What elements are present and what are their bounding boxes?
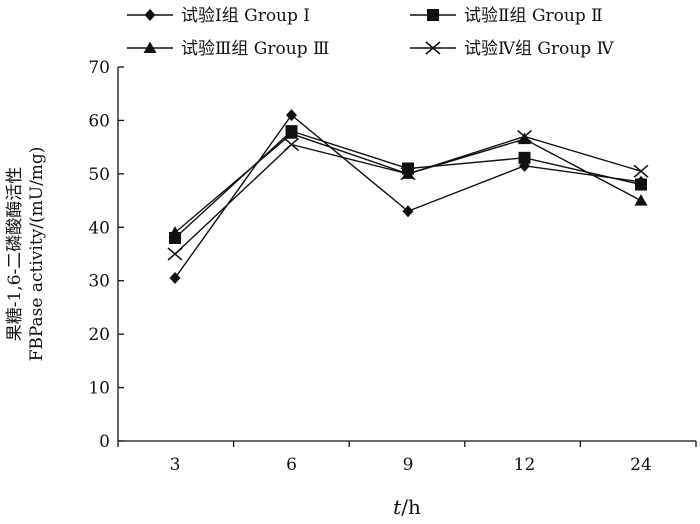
y-tick-label: 30 xyxy=(88,272,110,292)
legend-label: 试验Ⅰ组 Group Ⅰ xyxy=(181,6,310,26)
series-4-point xyxy=(167,247,183,261)
series-4-point xyxy=(517,129,532,144)
series-4-point-stroke-b xyxy=(284,137,299,152)
x-tick-label: 12 xyxy=(514,455,536,475)
series-1-line xyxy=(174,114,642,279)
y-tick-label: 50 xyxy=(88,165,110,185)
legend-item-3: 试验Ⅲ组 Group Ⅲ xyxy=(127,39,329,59)
legend: 试验Ⅰ组 Group Ⅰ 试验Ⅱ组 Group Ⅱ 试验Ⅲ组 Group Ⅲ 试验Ⅳ组… xyxy=(127,6,615,59)
series-4-line xyxy=(174,135,642,255)
y-ticks: 0 10 20 30 40 50 60 70 xyxy=(88,58,124,452)
series-4-point-stroke-b xyxy=(517,129,532,144)
x-tick-label: 6 xyxy=(286,455,297,475)
series-4-point-stroke-b xyxy=(400,167,416,181)
legend-label: 试验Ⅲ组 Group Ⅲ xyxy=(181,39,329,59)
legend-swatch-marker xyxy=(144,9,156,21)
legend-swatch-marker xyxy=(143,41,157,53)
axes xyxy=(117,67,696,442)
y-tick-label: 20 xyxy=(88,325,110,345)
x-ticks: 3 6 9 12 24 xyxy=(117,441,697,475)
series-1-point xyxy=(402,205,414,218)
series-4-point-stroke-b xyxy=(633,164,649,178)
y-axis-label-cn: 果糖-1,6-二磷酸酶活性 xyxy=(5,167,25,342)
series-layer xyxy=(167,109,649,285)
series-3 xyxy=(168,127,648,238)
series-4 xyxy=(167,129,649,261)
series-2 xyxy=(169,125,647,244)
legend-item-1: 试验Ⅰ组 Group Ⅰ xyxy=(127,6,310,26)
x-tick-label: 3 xyxy=(170,455,181,475)
series-1 xyxy=(169,109,647,285)
legend-swatch-marker xyxy=(425,41,441,55)
series-4-point-stroke-b xyxy=(167,247,183,261)
series-1-point xyxy=(286,109,297,122)
series-1-point xyxy=(169,272,181,285)
y-tick-label: 0 xyxy=(99,432,110,452)
y-tick-label: 10 xyxy=(88,379,110,399)
legend-item-4: 试验Ⅳ组 Group Ⅳ xyxy=(410,39,615,59)
series-4-point xyxy=(633,164,649,178)
x-axis-label: t/h xyxy=(393,495,421,519)
y-tick-label: 70 xyxy=(88,58,110,78)
series-2-point xyxy=(635,178,647,191)
legend-swatch-marker xyxy=(427,9,439,21)
y-tick-label: 40 xyxy=(88,218,110,238)
legend-item-2: 试验Ⅱ组 Group Ⅱ xyxy=(410,6,603,26)
x-tick-label: 24 xyxy=(630,455,652,475)
series-4-point xyxy=(400,167,416,181)
series-3-point xyxy=(634,194,648,206)
series-3-line xyxy=(174,132,642,234)
x-tick-label: 9 xyxy=(403,455,414,475)
series-3-point xyxy=(168,226,182,238)
series-2-line xyxy=(174,130,642,239)
series-2-point xyxy=(518,151,531,164)
y-axis-label-en: FBPase activity/(mU/mg) xyxy=(27,147,47,362)
legend-label: 试验Ⅳ组 Group Ⅳ xyxy=(464,39,615,59)
legend-label: 试验Ⅱ组 Group Ⅱ xyxy=(464,6,603,26)
x-axis-label-var: t xyxy=(393,495,402,519)
legend-swatch-marker-stroke-b xyxy=(425,41,441,55)
series-3-point xyxy=(285,127,298,139)
x-axis-label-unit: /h xyxy=(401,495,421,519)
y-tick-label: 60 xyxy=(88,111,110,131)
series-4-point xyxy=(284,137,299,152)
series-3-point xyxy=(518,132,531,145)
